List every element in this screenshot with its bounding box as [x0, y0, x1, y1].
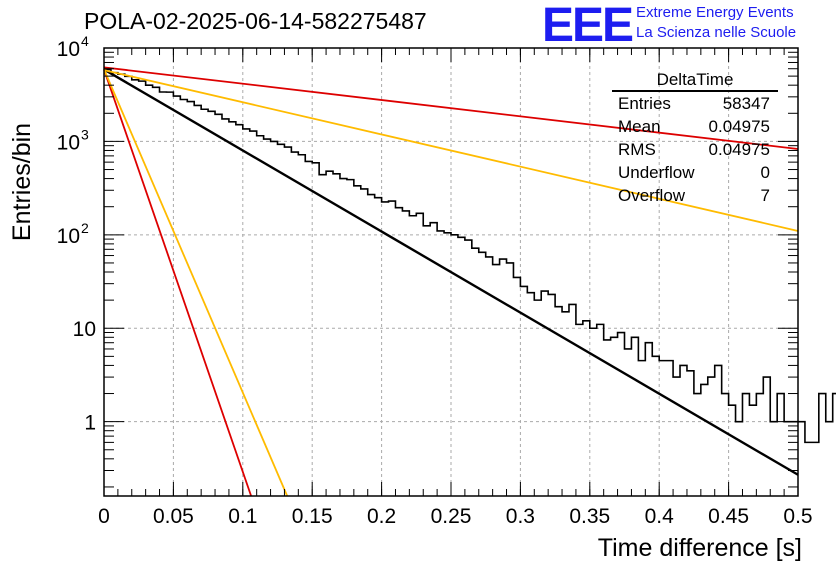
histogram-step	[104, 68, 836, 444]
x-tick-label: 0.5	[783, 505, 812, 528]
logo-line-1: Extreme Energy Events	[636, 4, 794, 21]
x-tick-label: 0.3	[506, 505, 535, 528]
fit-lines	[103, 66, 799, 497]
stats-row: Underflow 0	[612, 161, 778, 184]
fit-line	[103, 69, 799, 232]
stats-key: Mean	[618, 117, 661, 136]
stats-box: DeltaTime Entries 58347 Mean 0.04975 RMS 0.…	[612, 70, 778, 207]
eee-logo: EEE	[542, 0, 634, 52]
stats-value: 0.04975	[708, 117, 770, 136]
y-tick-label: 1	[84, 412, 96, 435]
y-tick-label: 10	[57, 131, 80, 154]
fit-line	[103, 68, 799, 476]
chart-title: POLA-02-2025-06-14-582275487	[84, 8, 427, 34]
axis-ticks: 0 0.05 0.1 0.15 0.2 0.25 0.3 0.35 0.4 0.45 0.5 1 10 1…	[57, 33, 813, 528]
y-tick-exponent: 2	[81, 220, 89, 236]
x-tick-label: 0.35	[569, 505, 610, 528]
stats-value: 0.04975	[708, 140, 770, 159]
stats-title: DeltaTime	[612, 70, 778, 92]
logo-line-2: La Scienza nelle Scuole	[636, 24, 797, 41]
stats-row: Mean 0.04975	[612, 115, 778, 138]
x-tick-label: 0	[98, 505, 110, 528]
stats-key: Entries	[618, 94, 671, 113]
stats-key: RMS	[618, 140, 656, 159]
y-axis-label: Entries/bin	[8, 122, 36, 242]
x-tick-label: 0.1	[228, 505, 257, 528]
stats-value: 0	[760, 163, 770, 182]
x-tick-label: 0.25	[431, 505, 472, 528]
stats-row: Entries 58347	[612, 92, 778, 115]
y-tick-exponent: 3	[81, 126, 89, 142]
y-tick-label: 10	[73, 318, 96, 341]
y-tick-exponent: 4	[81, 33, 89, 49]
x-tick-label: 0.4	[645, 505, 675, 528]
stats-value: 58347	[722, 94, 770, 113]
x-tick-label: 0.05	[153, 505, 194, 528]
stats-row: RMS 0.04975	[612, 138, 778, 161]
fit-line	[103, 66, 799, 150]
fit-line	[103, 69, 252, 497]
stats-row: Overflow 7	[612, 184, 778, 207]
y-tick-label: 10	[57, 38, 80, 61]
stats-value: 7	[760, 186, 770, 205]
y-tick-label: 10	[57, 225, 80, 248]
fit-line	[103, 69, 289, 497]
x-tick-label: 0.45	[708, 505, 749, 528]
x-axis-label: Time difference [s]	[597, 534, 802, 562]
x-tick-label: 0.2	[367, 505, 396, 528]
x-tick-label: 0.15	[292, 505, 333, 528]
stats-key: Overflow	[618, 186, 686, 205]
stats-key: Underflow	[618, 163, 695, 182]
histogram	[104, 68, 836, 444]
